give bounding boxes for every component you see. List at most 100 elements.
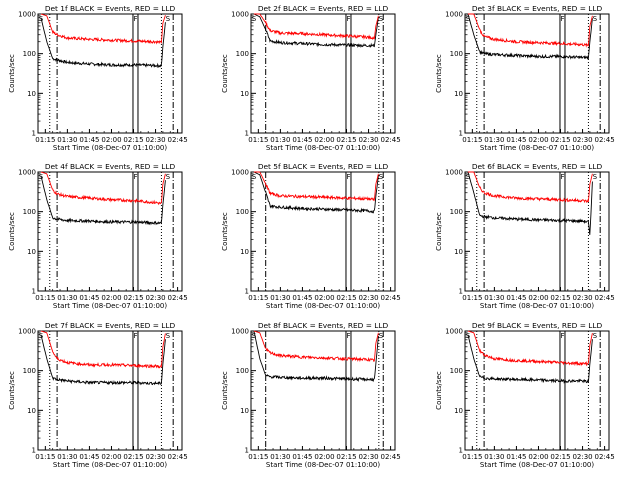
x-tick-label: 02:15 [123,294,143,302]
flare-label: F [346,173,350,181]
flare-label: F [560,173,564,181]
y-tick-label: 10 [454,407,463,415]
saa-label: S [379,173,384,181]
saa-label: S [593,15,598,23]
x-tick-label: 02:30 [572,453,592,461]
saa-label: S [166,173,171,181]
panel-title: Det 4f BLACK = Events, RED = LLD [45,162,176,171]
x-tick-label: 02:00 [314,453,334,461]
x-tick-label: 01:15 [462,294,482,302]
x-tick-label: 02:30 [358,453,378,461]
series-events-line [467,334,593,384]
x-tick-label: 02:30 [358,294,378,302]
x-tick-label: 01:30 [270,453,290,461]
y-tick-label: 10 [240,407,249,415]
x-tick-label: 01:15 [248,136,268,144]
flare-interval-box [132,13,139,134]
x-tick-label: 02:00 [528,136,548,144]
x-tick-label: 02:30 [572,136,592,144]
x-tick-label: 02:45 [167,136,187,144]
y-tick-label: 1000 [231,169,249,177]
flare-label: F [133,15,137,23]
flare-label: F [133,173,137,181]
y-tick-label: 100 [236,208,249,216]
flare-interval-box [345,330,352,451]
x-tick-label: 02:45 [380,453,400,461]
saa-label: S [593,332,598,340]
x-tick-label: 01:45 [506,294,526,302]
x-tick-label: 02:30 [145,294,165,302]
series-events-line [253,171,379,214]
x-tick-label: 01:30 [484,294,504,302]
x-tick-label: 02:00 [528,453,548,461]
y-tick-label: 1000 [231,328,249,336]
panel-title: Det 5f BLACK = Events, RED = LLD [258,162,389,171]
saa-label: S [379,332,384,340]
y-axis-label: Counts/sec [221,371,229,410]
plot-frame [464,13,610,134]
panel-2: Det 2f BLACK = Events, RED = LLD 1 10 100 10… [221,4,401,152]
y-axis-label: Counts/sec [221,212,229,251]
panel-9: Det 9f BLACK = Events, RED = LLD 1 10 100 10… [435,321,615,469]
x-tick-label: 02:30 [145,453,165,461]
series-events-line [253,13,379,48]
x-tick-label: 01:30 [57,136,77,144]
y-tick-label: 100 [23,208,36,216]
series-events-line [467,13,593,60]
x-tick-label: 02:30 [572,294,592,302]
saa-label: S [252,332,257,340]
y-tick-label: 1000 [445,169,463,177]
series-events-line [40,17,166,69]
x-axis-label: Start Time (08-Dec-07 01:10:00) [266,144,380,152]
x-tick-label: 01:45 [79,294,99,302]
x-tick-label: 01:30 [270,294,290,302]
series-lld-line [467,171,593,204]
saa-label: S [466,173,471,181]
panel-title: Det 9f BLACK = Events, RED = LLD [472,321,603,330]
y-tick-label: 1000 [18,169,36,177]
x-tick-label: 01:15 [248,294,268,302]
y-tick-label: 100 [450,50,463,58]
series-lld-line [40,171,166,206]
plot-frame [37,330,183,451]
plot-frame [464,171,610,292]
y-tick-label: 10 [454,248,463,256]
panel-title: Det 8f BLACK = Events, RED = LLD [258,321,389,330]
x-tick-label: 02:15 [336,294,356,302]
x-tick-label: 02:45 [167,453,187,461]
y-axis-label: Counts/sec [8,212,16,251]
y-tick-label: 10 [454,90,463,98]
x-tick-label: 01:15 [462,136,482,144]
plot-frame [250,330,396,451]
x-tick-label: 01:45 [292,136,312,144]
panel-5: Det 5f BLACK = Events, RED = LLD 1 10 100 10… [221,162,401,310]
y-tick-label: 1000 [18,11,36,19]
saa-label: S [252,15,257,23]
y-axis-label: Counts/sec [435,212,443,251]
y-tick-label: 1000 [445,328,463,336]
panel-title: Det 2f BLACK = Events, RED = LLD [258,4,389,13]
x-tick-label: 02:30 [358,136,378,144]
series-events-line [40,175,166,226]
x-tick-label: 02:00 [101,294,121,302]
x-tick-label: 01:45 [79,136,99,144]
series-lld-line [40,330,166,369]
panel-8: Det 8f BLACK = Events, RED = LLD 1 10 100 10… [221,321,401,469]
plot-frame [37,171,183,292]
y-tick-label: 1 [459,130,463,138]
x-tick-label: 01:45 [506,136,526,144]
flare-label: F [346,15,350,23]
y-axis-label: Counts/sec [221,54,229,93]
y-tick-label: 1000 [445,11,463,19]
y-tick-label: 100 [450,367,463,375]
y-axis-label: Counts/sec [8,371,16,410]
y-tick-label: 1 [245,288,249,296]
x-tick-label: 01:30 [270,136,290,144]
y-tick-label: 1 [459,447,463,455]
x-axis-label: Start Time (08-Dec-07 01:10:00) [53,302,167,310]
y-tick-label: 10 [240,248,249,256]
x-axis-label: Start Time (08-Dec-07 01:10:00) [480,302,594,310]
x-tick-label: 02:00 [314,294,334,302]
x-tick-label: 02:15 [123,136,143,144]
x-axis-label: Start Time (08-Dec-07 01:10:00) [266,302,380,310]
